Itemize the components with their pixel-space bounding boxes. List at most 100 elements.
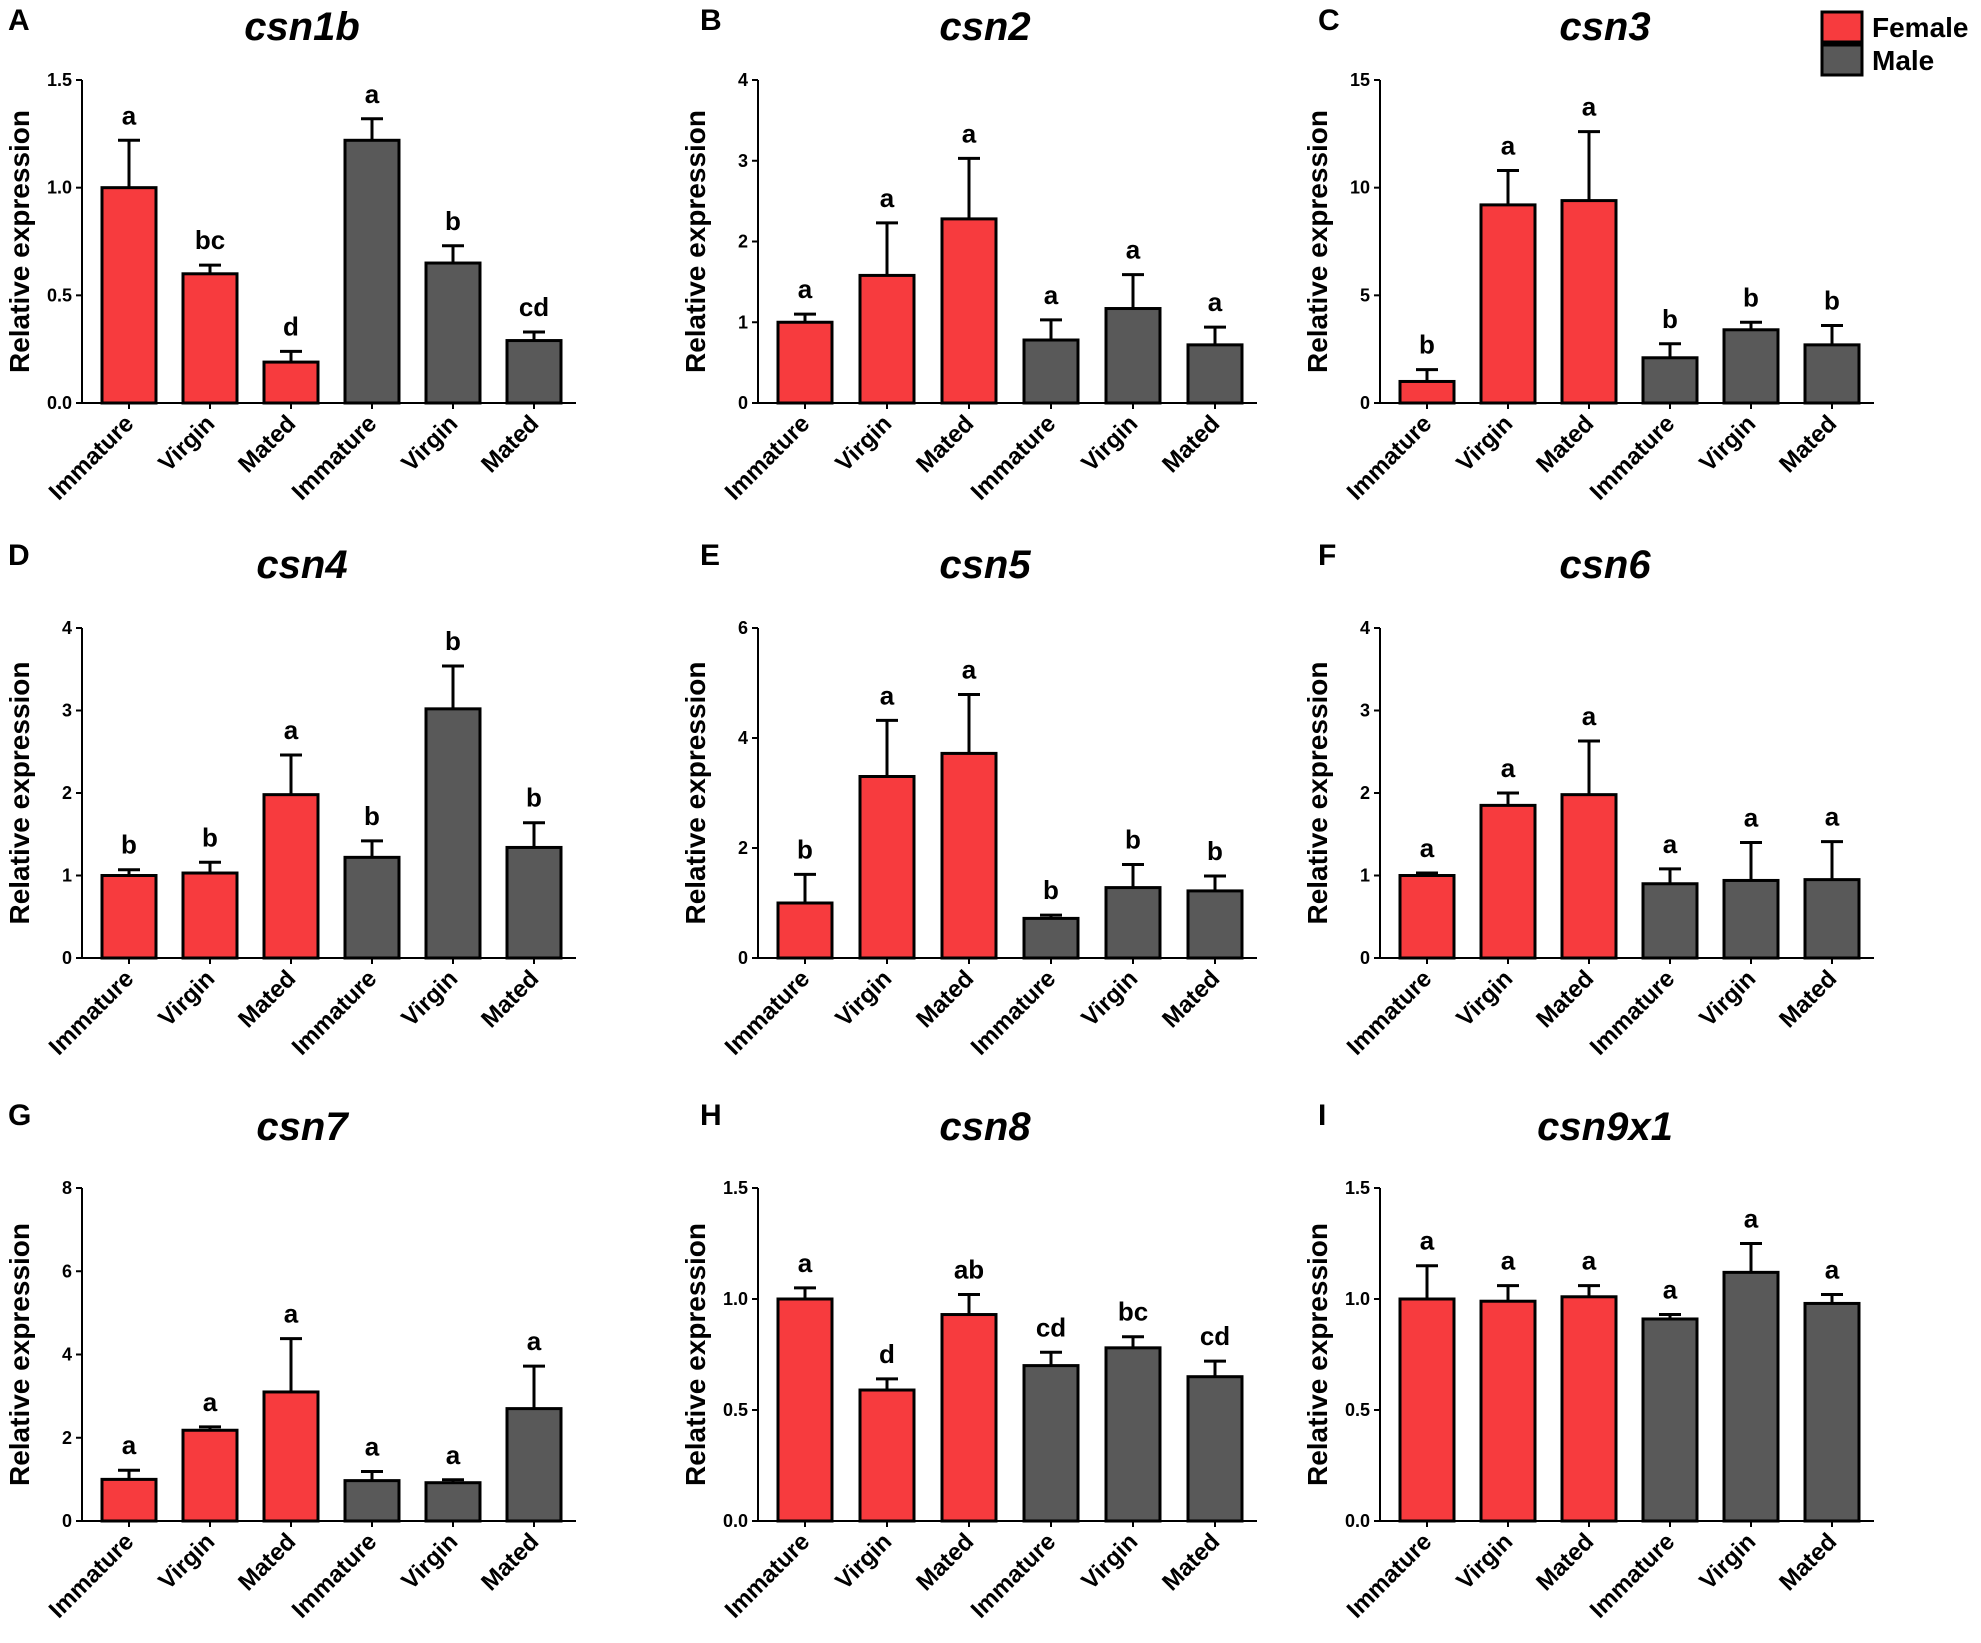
bar-female-virgin [1479,203,1537,405]
significance-label: b [1743,282,1759,312]
panel-title: csn3 [1559,5,1650,49]
bar-male-virgin [424,707,482,960]
x-tick-label: Virgin [1076,1528,1143,1595]
y-tick-label: 1.0 [1345,1289,1370,1309]
significance-label: a [798,274,813,304]
y-tick-label: 3 [738,151,748,171]
bar-female-immature [100,186,158,405]
bar-male-immature [1022,916,1080,960]
y-tick-label: 3 [1360,701,1370,721]
significance-label: a [203,1387,218,1417]
significance-label: b [1043,875,1059,905]
y-tick-label: 1 [62,866,72,886]
x-tick-label: Mated [233,1528,301,1596]
bar-female-immature [776,1297,834,1523]
x-tick-label: Virgin [1076,410,1143,477]
significance-label: b [364,801,380,831]
bar-female-mated [262,1390,320,1523]
x-tick-label: Mated [1774,965,1842,1033]
significance-label: b [797,834,813,864]
y-tick-label: 1.5 [723,1178,748,1198]
x-tick-label: Virgin [1694,410,1761,477]
y-tick-label: 2 [1360,783,1370,803]
bar-female-immature [1398,874,1456,960]
y-tick-label: 0 [1360,393,1370,413]
bar-male-virgin [1722,878,1780,960]
bar-male-mated [505,1407,563,1523]
x-tick-label: Mated [476,1528,544,1596]
significance-label: a [1582,701,1597,731]
bar-female-mated [1560,199,1618,405]
panel-letter: E [700,539,720,572]
panel-letter: G [8,1099,31,1132]
bar-male-mated [1186,343,1244,405]
bar-male-immature [343,1479,401,1523]
y-axis-label: Relative expression [680,110,711,373]
significance-label: a [1501,753,1516,783]
panel-title: csn8 [939,1105,1031,1149]
significance-label: a [1744,803,1759,833]
significance-label: cd [1200,1321,1230,1351]
x-tick-label: Immature [287,965,382,1060]
bar-female-mated [940,751,998,960]
y-tick-label: 1.0 [47,178,72,198]
significance-label: a [1582,92,1597,122]
y-tick-label: 2 [738,232,748,252]
legend-label-female: Female [1872,12,1969,43]
bar-female-mated [262,360,320,405]
significance-label: a [284,715,299,745]
x-tick-label: Virgin [830,1528,897,1595]
x-tick-label: Virgin [830,410,897,477]
significance-label: b [1824,285,1840,315]
x-tick-label: Immature [1585,410,1680,505]
x-tick-label: Mated [476,965,544,1033]
significance-label: a [1420,833,1435,863]
x-tick-label: Mated [476,410,544,478]
significance-label: a [365,79,380,109]
y-tick-label: 4 [62,1345,72,1365]
significance-label: a [1501,1246,1516,1276]
significance-label: d [879,1339,895,1369]
x-tick-label: Immature [1585,965,1680,1060]
y-tick-label: 0.0 [47,393,72,413]
bar-female-mated [940,217,998,405]
significance-label: bc [195,225,225,255]
legend-label-male: Male [1872,45,1934,76]
y-axis-label: Relative expression [1302,1223,1333,1486]
y-tick-label: 4 [738,728,748,748]
y-tick-label: 0 [738,393,748,413]
bar-male-mated [1803,878,1861,960]
bar-male-immature [1641,882,1699,960]
y-tick-label: 1.5 [1345,1178,1370,1198]
bar-female-virgin [858,775,916,960]
y-axis-label: Relative expression [4,1223,35,1486]
y-tick-label: 1 [1360,866,1370,886]
bar-female-immature [100,1477,158,1523]
x-tick-label: Virgin [153,410,220,477]
x-tick-label: Virgin [1451,410,1518,477]
x-tick-label: Immature [966,410,1061,505]
significance-label: bc [1118,1297,1148,1327]
x-tick-label: Immature [966,1528,1061,1623]
panel-title: csn7 [256,1105,349,1149]
bar-female-virgin [181,272,239,405]
x-tick-label: Immature [44,410,139,505]
significance-label: a [446,1440,461,1470]
panel-title: csn5 [939,543,1031,587]
y-tick-label: 4 [62,618,72,638]
y-tick-label: 0.5 [47,285,72,305]
x-tick-label: Mated [233,410,301,478]
x-tick-label: Mated [911,965,979,1033]
panel-letter: H [700,1099,722,1132]
significance-label: a [122,100,137,130]
panel-title: csn2 [939,5,1030,49]
panel-title: csn6 [1559,543,1651,587]
significance-label: b [202,822,218,852]
